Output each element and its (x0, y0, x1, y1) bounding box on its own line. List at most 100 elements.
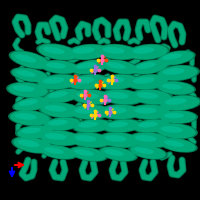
Ellipse shape (77, 92, 99, 99)
Ellipse shape (138, 122, 158, 128)
Ellipse shape (36, 43, 80, 61)
Ellipse shape (130, 89, 174, 105)
Ellipse shape (132, 60, 168, 74)
Ellipse shape (164, 113, 184, 118)
Ellipse shape (15, 54, 36, 63)
Ellipse shape (126, 74, 170, 90)
Ellipse shape (38, 75, 78, 89)
Ellipse shape (45, 133, 67, 140)
Point (69, 78, 73, 82)
Ellipse shape (133, 77, 155, 84)
Ellipse shape (105, 135, 127, 142)
Ellipse shape (165, 98, 187, 105)
Point (100, 58, 104, 62)
Ellipse shape (78, 122, 98, 128)
Ellipse shape (134, 147, 154, 154)
Ellipse shape (128, 104, 172, 120)
Point (102, 83, 106, 87)
Point (98, 79, 102, 83)
Ellipse shape (164, 140, 184, 147)
Ellipse shape (154, 123, 198, 139)
Point (108, 110, 112, 114)
Ellipse shape (158, 95, 200, 111)
Ellipse shape (137, 92, 159, 99)
Ellipse shape (14, 97, 50, 111)
Ellipse shape (73, 47, 95, 54)
Point (110, 74, 114, 78)
Ellipse shape (108, 122, 128, 128)
Ellipse shape (48, 120, 68, 126)
Ellipse shape (12, 96, 52, 112)
Point (89, 113, 93, 117)
Point (93, 109, 97, 113)
Ellipse shape (70, 133, 110, 147)
Point (93, 64, 97, 68)
Ellipse shape (132, 90, 172, 104)
Ellipse shape (70, 147, 106, 161)
Ellipse shape (8, 110, 52, 126)
Point (98, 83, 102, 87)
Ellipse shape (100, 105, 140, 119)
Ellipse shape (128, 144, 168, 160)
Point (103, 94, 107, 98)
Point (90, 103, 94, 107)
Ellipse shape (16, 70, 36, 77)
Ellipse shape (102, 90, 142, 104)
Point (77, 78, 81, 82)
Ellipse shape (162, 84, 182, 90)
Ellipse shape (130, 105, 170, 119)
Ellipse shape (160, 138, 196, 152)
Ellipse shape (74, 149, 94, 156)
Ellipse shape (104, 149, 124, 156)
Ellipse shape (128, 45, 168, 59)
Point (100, 54, 104, 58)
Ellipse shape (38, 44, 78, 60)
Ellipse shape (130, 59, 170, 75)
Ellipse shape (103, 47, 125, 54)
Ellipse shape (68, 132, 112, 148)
Ellipse shape (134, 120, 170, 132)
Ellipse shape (156, 124, 196, 138)
Point (73, 78, 77, 82)
Ellipse shape (158, 137, 198, 153)
Ellipse shape (133, 47, 155, 54)
Ellipse shape (72, 90, 112, 104)
Ellipse shape (72, 119, 112, 133)
Ellipse shape (40, 131, 80, 145)
Ellipse shape (72, 60, 108, 74)
Ellipse shape (68, 104, 112, 120)
Ellipse shape (10, 67, 50, 83)
Ellipse shape (15, 113, 37, 120)
Ellipse shape (70, 105, 110, 119)
Point (104, 110, 108, 114)
Point (94, 83, 98, 87)
Ellipse shape (68, 75, 108, 89)
Ellipse shape (75, 135, 97, 142)
Ellipse shape (42, 61, 78, 73)
Ellipse shape (98, 45, 138, 59)
Ellipse shape (8, 83, 48, 97)
Point (93, 113, 97, 117)
Ellipse shape (162, 53, 182, 60)
Point (83, 93, 87, 97)
Ellipse shape (100, 59, 140, 75)
Ellipse shape (158, 51, 194, 65)
Ellipse shape (158, 110, 198, 124)
Ellipse shape (38, 144, 78, 160)
Ellipse shape (96, 44, 140, 60)
Point (86, 103, 90, 107)
Ellipse shape (36, 74, 80, 90)
Ellipse shape (12, 68, 48, 82)
Ellipse shape (9, 50, 51, 70)
Ellipse shape (17, 126, 53, 138)
Ellipse shape (126, 44, 170, 60)
Ellipse shape (40, 145, 76, 159)
Ellipse shape (68, 146, 108, 162)
Ellipse shape (44, 118, 80, 130)
Ellipse shape (38, 102, 82, 118)
Ellipse shape (38, 130, 82, 146)
Ellipse shape (15, 125, 55, 139)
Point (112, 110, 116, 114)
Point (103, 98, 107, 102)
Ellipse shape (98, 75, 138, 89)
